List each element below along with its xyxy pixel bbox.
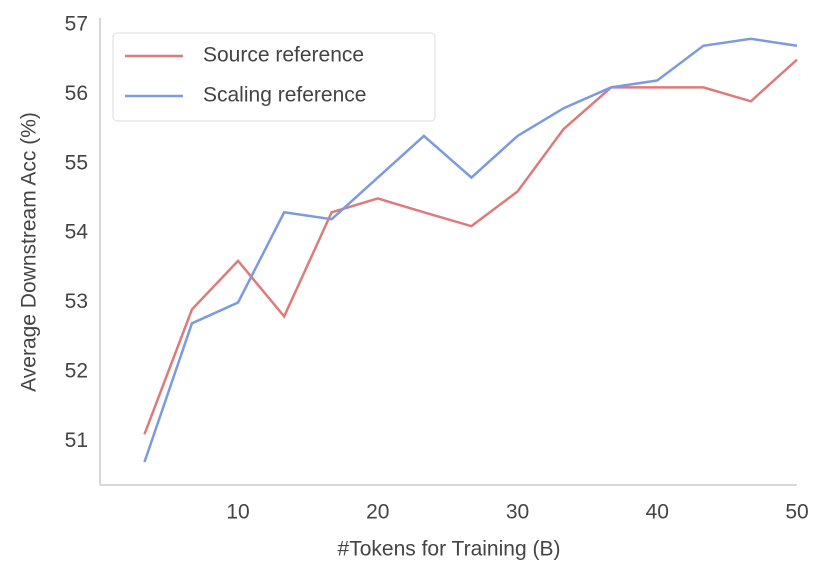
legend-label: Source reference [203, 44, 364, 67]
x-tick-label: 20 [366, 501, 389, 524]
y-tick-label: 55 [65, 151, 88, 174]
series-line [143, 37, 798, 463]
x-tick-label: 10 [226, 501, 249, 524]
legend-label: Scaling reference [203, 84, 366, 107]
legend-box [112, 32, 436, 122]
x-tick-label: 30 [506, 501, 529, 524]
y-tick-label: 51 [65, 429, 88, 452]
y-tick-label: 54 [65, 221, 89, 244]
series-line [143, 58, 798, 435]
y-tick-label: 56 [65, 82, 88, 105]
x-tick-label: 50 [785, 501, 808, 524]
x-axis-label: #Tokens for Training (B) [338, 538, 561, 561]
y-tick-label: 53 [65, 290, 88, 313]
x-tick-label: 40 [646, 501, 669, 524]
y-axis-label: Average Downstream Acc (%) [18, 112, 41, 392]
y-tick-label: 57 [65, 12, 88, 35]
y-tick-label: 52 [65, 359, 88, 382]
